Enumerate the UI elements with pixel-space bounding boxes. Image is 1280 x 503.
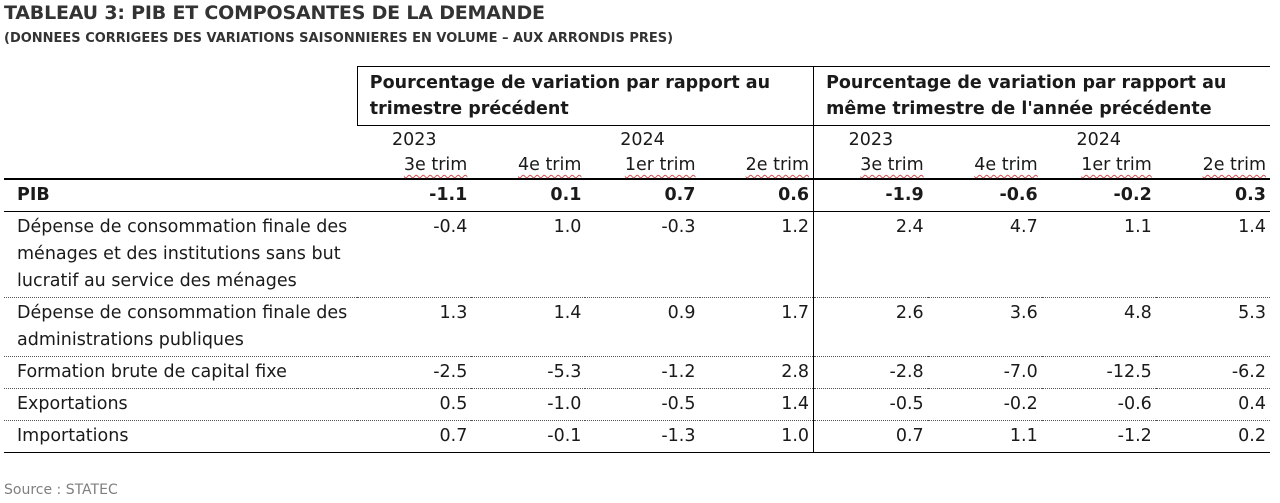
row-label: Exportations xyxy=(4,388,358,421)
cell-value: 1.1 xyxy=(1041,211,1156,298)
quarter-label: 4e trim xyxy=(471,152,586,180)
cell-value: -2.5 xyxy=(357,356,472,389)
cell-value: 0.5 xyxy=(357,388,472,421)
cell-value: 1.4 xyxy=(699,388,814,421)
data-table: Pourcentage de variation par rapport au … xyxy=(4,66,1270,453)
cell-value: -0.3 xyxy=(585,211,700,298)
cell-value: -1.0 xyxy=(471,388,586,421)
table-subtitle: (DONNEES CORRIGEES DES VARIATIONS SAISON… xyxy=(4,31,674,46)
cell-value: -12.5 xyxy=(1041,356,1156,389)
cell-value: 1.7 xyxy=(699,297,814,357)
cell-value: -1.1 xyxy=(357,179,472,212)
cell-value: 5.3 xyxy=(1155,297,1270,357)
year-label: 2024 xyxy=(1041,125,1156,152)
quarter-header-row: 3e trim 4e trim 1er trim 2e trim 3e trim… xyxy=(4,152,1270,180)
table-row: Exportations 0.5 -1.0 -0.5 1.4 -0.5 -0.2… xyxy=(4,388,1270,421)
cell-value: -5.3 xyxy=(471,356,586,389)
cell-value: 0.7 xyxy=(813,420,928,453)
cell-value: -0.6 xyxy=(1041,388,1156,421)
cell-value: 1.4 xyxy=(471,297,586,357)
table-row: Formation brute de capital fixe -2.5 -5.… xyxy=(4,356,1270,389)
year-label: 2024 xyxy=(585,125,700,152)
cell-value: -1.2 xyxy=(585,356,700,389)
cell-value: 1.4 xyxy=(1155,211,1270,298)
year-header-row: 2023 2024 2023 2024 xyxy=(4,125,1270,153)
table-row: Importations 0.7 -0.1 -1.3 1.0 0.7 1.1 -… xyxy=(4,420,1270,453)
cell-value: 2.6 xyxy=(813,297,928,357)
cell-value: -0.6 xyxy=(927,179,1042,212)
cell-value: 4.7 xyxy=(927,211,1042,298)
row-label: Dépense de consommation finale des admin… xyxy=(4,297,358,357)
cell-value: 2.4 xyxy=(813,211,928,298)
group-header-same-quarter-previous-year: Pourcentage de variation par rapport au … xyxy=(813,66,1270,126)
table-row: Dépense de consommation finale des ménag… xyxy=(4,211,1270,298)
cell-value: 0.2 xyxy=(1155,420,1270,453)
cell-value: -0.5 xyxy=(585,388,700,421)
row-label: Importations xyxy=(4,420,358,453)
group-header-previous-quarter: Pourcentage de variation par rapport au … xyxy=(356,66,814,126)
cell-value: -0.2 xyxy=(1041,179,1156,212)
year-label: 2023 xyxy=(813,125,928,152)
group-header-row: Pourcentage de variation par rapport au … xyxy=(4,66,1270,126)
year-label: 2023 xyxy=(357,125,472,152)
table-row: Dépense de consommation finale des admin… xyxy=(4,297,1270,357)
quarter-label: 3e trim xyxy=(357,152,472,180)
cell-value: -0.5 xyxy=(813,388,928,421)
table-title: TABLEAU 3: PIB ET COMPOSANTES DE LA DEMA… xyxy=(4,2,545,24)
quarter-label: 1er trim xyxy=(1041,152,1156,180)
cell-value: 0.7 xyxy=(357,420,472,453)
quarter-label: 2e trim xyxy=(699,152,814,180)
cell-value: 1.3 xyxy=(357,297,472,357)
cell-value: 0.7 xyxy=(585,179,700,212)
cell-value: 1.0 xyxy=(699,420,814,453)
cell-value: -6.2 xyxy=(1155,356,1270,389)
cell-value: 1.2 xyxy=(699,211,814,298)
cell-value: 1.1 xyxy=(927,420,1042,453)
row-label: Formation brute de capital fixe xyxy=(4,356,358,389)
cell-value: 3.6 xyxy=(927,297,1042,357)
cell-value: 4.8 xyxy=(1041,297,1156,357)
cell-value: -1.9 xyxy=(813,179,928,212)
cell-value: -0.4 xyxy=(357,211,472,298)
header-empty-cell xyxy=(4,152,358,180)
header-empty-cell xyxy=(4,126,357,153)
cell-value: 2.8 xyxy=(699,356,814,389)
cell-value: -0.2 xyxy=(927,388,1042,421)
cell-value: -2.8 xyxy=(813,356,928,389)
quarter-label: 1er trim xyxy=(585,152,700,180)
cell-value: 0.9 xyxy=(585,297,700,357)
cell-value: -1.3 xyxy=(585,420,700,453)
cell-value: 0.3 xyxy=(1155,179,1270,212)
source-note: Source : STATEC xyxy=(4,482,118,498)
quarter-label: 3e trim xyxy=(813,152,928,180)
cell-value: 0.1 xyxy=(471,179,586,212)
cell-value: -1.2 xyxy=(1041,420,1156,453)
header-empty-cell xyxy=(4,67,357,126)
quarter-label: 4e trim xyxy=(927,152,1042,180)
cell-value: 0.4 xyxy=(1155,388,1270,421)
cell-value: -0.1 xyxy=(471,420,586,453)
cell-value: 1.0 xyxy=(471,211,586,298)
quarter-label: 2e trim xyxy=(1155,152,1270,180)
row-label: PIB xyxy=(4,179,358,212)
cell-value: -7.0 xyxy=(927,356,1042,389)
row-label: Dépense de consommation finale des ménag… xyxy=(4,211,358,298)
table-row: PIB -1.1 0.1 0.7 0.6 -1.9 -0.6 -0.2 0.3 xyxy=(4,179,1270,212)
cell-value: 0.6 xyxy=(699,179,814,212)
